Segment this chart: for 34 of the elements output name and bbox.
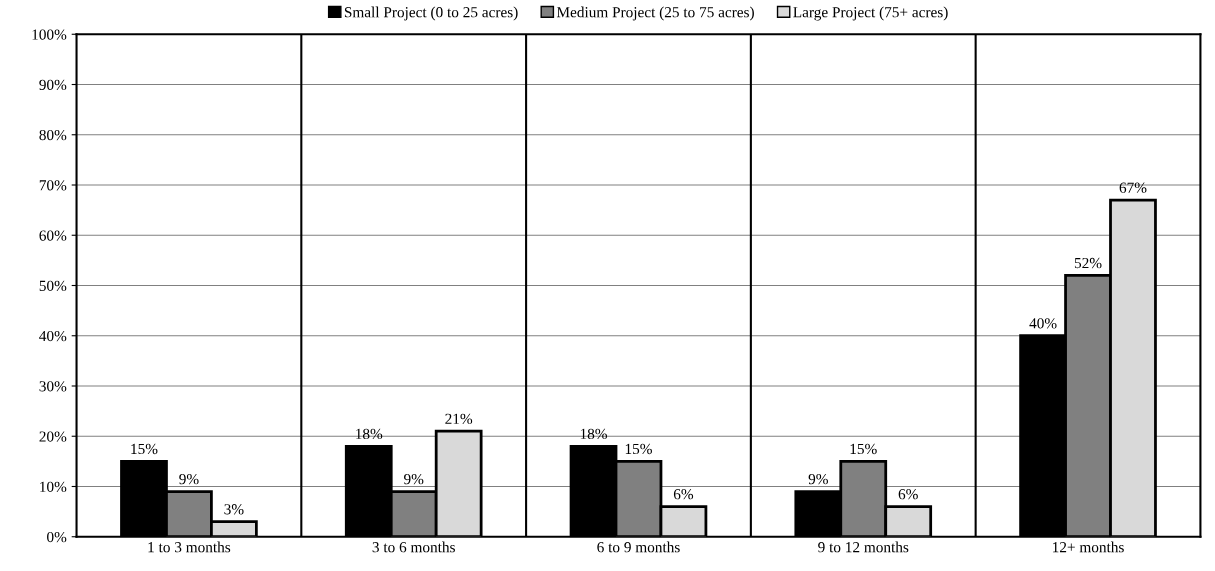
x-tick-label: 1 to 3 months [148, 541, 231, 553]
y-tick-label: 10% [40, 481, 67, 492]
y-tick-label: 0% [47, 531, 67, 543]
text: 9% [808, 473, 828, 485]
text: 18% [580, 428, 608, 440]
y-tick-label: 20% [39, 431, 67, 442]
y-tick-label: 70% [39, 180, 67, 191]
text: 21% [445, 413, 473, 424]
y-tick-label: 40% [39, 330, 67, 342]
x-tick-label: 6 to 9 months [597, 541, 680, 553]
x-tick-label: 9 to 12 months [818, 541, 909, 553]
text: 15% [850, 443, 877, 455]
text: 18% [356, 428, 383, 440]
y-tick-label: 50% [39, 280, 67, 291]
text: 52% [1074, 257, 1102, 269]
y-tick-label: 100% [32, 29, 67, 40]
text: 15% [625, 443, 652, 455]
text: 15% [131, 443, 158, 455]
text: 67% [1119, 182, 1147, 193]
y-tick-label: 80% [39, 129, 67, 141]
text: 6% [898, 489, 918, 500]
x-tick-label: 12+ months [1053, 541, 1124, 553]
text: 6% [673, 489, 694, 500]
legend-label: Small Project (0 to 25 acres) [344, 6, 518, 21]
y-tick-label: 90% [39, 79, 67, 91]
y-tick-label: 30% [39, 381, 67, 392]
legend-label: Medium Project (25 to 75 acres) [556, 6, 754, 21]
x-tick-label: 3 to 6 months [372, 541, 455, 553]
text: 9% [179, 473, 199, 485]
text: 3% [224, 504, 244, 515]
legend-label: Large Project (75+ acres) [793, 6, 948, 21]
text: 9% [404, 473, 424, 485]
y-tick-label: 60% [39, 230, 67, 241]
text: 40% [1029, 318, 1057, 329]
